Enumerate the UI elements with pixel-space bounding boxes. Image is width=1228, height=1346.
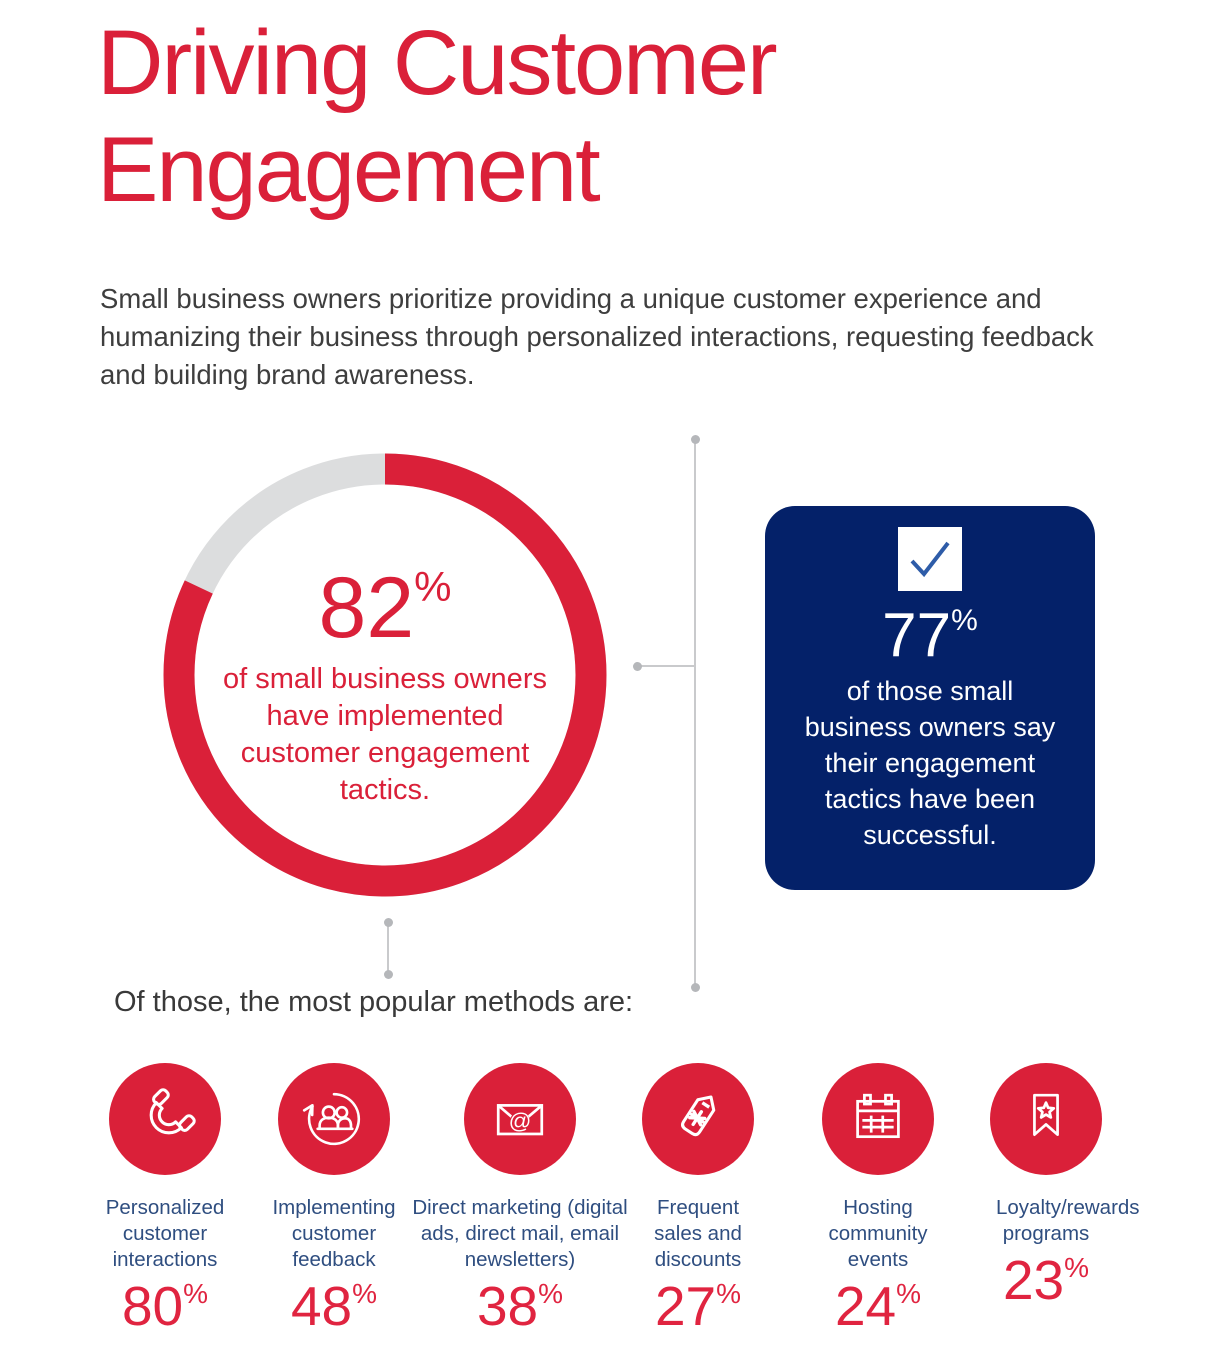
method-customer-feedback: Implementing customer feedback 48% [259, 1063, 409, 1334]
connector-dot [691, 983, 700, 992]
method-number: 80 [121, 1275, 184, 1337]
method-number: 24 [834, 1275, 897, 1337]
connector-vertical-line [694, 439, 696, 987]
method-label: Implementing customer feedback [272, 1196, 396, 1271]
method-sales-discounts: Frequent sales and discounts 27% [628, 1063, 768, 1334]
calendar-icon [856, 1093, 900, 1139]
method-number: 38 [476, 1275, 539, 1337]
percent-sign: % [1064, 1251, 1090, 1283]
method-value: 38% [404, 1279, 636, 1334]
connector-dot [384, 970, 393, 979]
icon-circle [278, 1063, 390, 1175]
icon-circle [109, 1063, 221, 1175]
donut-caption: of small business owners have implemente… [223, 663, 547, 806]
method-loyalty-programs: Loyalty/rewards programs 23% [976, 1063, 1140, 1308]
method-label: Hosting community events [828, 1196, 928, 1271]
percent-sign: % [716, 1277, 742, 1309]
callout-value: 77% [765, 605, 1095, 667]
icon-circle [822, 1063, 934, 1175]
connector-short-line [387, 922, 389, 974]
checkmark-icon [910, 541, 950, 578]
icon-circle [642, 1063, 754, 1175]
method-community-events: Hosting community events 24% [803, 1063, 953, 1334]
percent-sign: % [538, 1277, 564, 1309]
email-at-icon: @ [496, 1104, 544, 1136]
method-number: 48 [290, 1275, 353, 1337]
method-personalized-interactions: Personalized customer interactions 80% [90, 1063, 240, 1334]
svg-text:@: @ [509, 1109, 532, 1134]
connector-horizontal-line [640, 665, 695, 667]
bookmark-star-icon [1033, 1093, 1059, 1136]
method-value: 23% [976, 1253, 1116, 1308]
method-value: 80% [90, 1279, 240, 1334]
method-value: 24% [803, 1279, 953, 1334]
donut-ring-icon [163, 453, 607, 897]
donut-center-text: 82% of small business owners have implem… [160, 462, 610, 912]
icon-circle [990, 1063, 1102, 1175]
method-number: 23 [1002, 1249, 1065, 1311]
method-label: Loyalty/rewards programs [996, 1196, 1140, 1245]
method-label: Personalized customer interactions [105, 1196, 225, 1271]
method-number: 27 [654, 1275, 717, 1337]
donut-value: 82% [318, 565, 451, 651]
phone-icon [149, 1088, 196, 1135]
connector-dot [384, 918, 393, 927]
method-label: Direct marketing (digital ads, direct ma… [412, 1196, 628, 1271]
sale-tag-icon [681, 1095, 716, 1137]
methods-heading: Of those, the most popular methods are: [114, 986, 634, 1018]
icon-circle: @ [464, 1063, 576, 1175]
percent-sign: % [896, 1277, 922, 1309]
donut-chart: 82% of small business owners have implem… [160, 450, 610, 900]
donut-number: 82 [318, 560, 415, 656]
callout-number: 77 [882, 601, 952, 670]
feedback-people-icon [302, 1092, 361, 1146]
method-value: 48% [259, 1279, 409, 1334]
intro-paragraph: Small business owners prioritize providi… [100, 283, 1094, 390]
method-label: Frequent sales and discounts [654, 1196, 742, 1271]
method-value: 27% [628, 1279, 768, 1334]
percent-sign: % [352, 1277, 378, 1309]
method-direct-marketing: @ Direct marketing (digital ads, direct … [404, 1063, 636, 1334]
success-callout-panel: 77% of those small business owners say t… [765, 506, 1095, 890]
percent-sign: % [414, 563, 452, 611]
connector-dot [691, 435, 700, 444]
percent-sign: % [183, 1277, 209, 1309]
percent-sign: % [951, 604, 978, 638]
checkbox-graphic [898, 527, 962, 591]
callout-text: of those small business owners say their… [804, 676, 1056, 850]
page-title: Driving Customer Engagement [97, 12, 778, 221]
connector-dot [633, 662, 642, 671]
